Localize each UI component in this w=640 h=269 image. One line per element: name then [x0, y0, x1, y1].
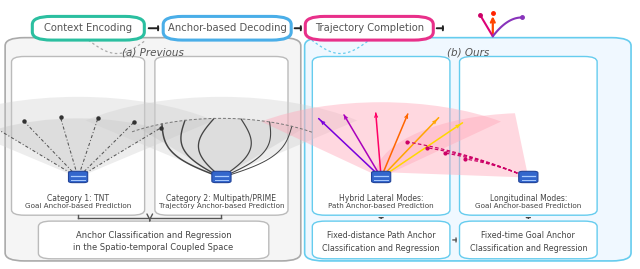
Text: Category 1: TNT: Category 1: TNT [47, 194, 109, 203]
FancyBboxPatch shape [312, 56, 450, 215]
FancyBboxPatch shape [163, 16, 291, 40]
Text: (a) Previous: (a) Previous [122, 47, 184, 58]
Wedge shape [86, 97, 357, 178]
Text: Goal Anchor-based Prediction: Goal Anchor-based Prediction [25, 203, 131, 209]
Wedge shape [375, 113, 529, 178]
Text: Fixed-distance Path Anchor: Fixed-distance Path Anchor [327, 231, 435, 240]
Text: Anchor Classification and Regression: Anchor Classification and Regression [76, 231, 232, 240]
Text: Trajectory Anchor-based Prediction: Trajectory Anchor-based Prediction [159, 203, 284, 209]
Text: Context Encoding: Context Encoding [44, 23, 132, 33]
Text: Hybrid Lateral Modes:: Hybrid Lateral Modes: [339, 194, 424, 203]
FancyBboxPatch shape [68, 171, 88, 183]
Text: Goal Anchor-based Prediction: Goal Anchor-based Prediction [475, 203, 582, 209]
FancyBboxPatch shape [155, 56, 288, 215]
FancyBboxPatch shape [460, 221, 597, 259]
Text: Category 2: Multipath/PRIME: Category 2: Multipath/PRIME [166, 194, 276, 203]
Text: Trajectory Completion: Trajectory Completion [315, 23, 424, 33]
Text: Fixed-time Goal Anchor: Fixed-time Goal Anchor [481, 231, 575, 240]
FancyBboxPatch shape [519, 171, 538, 183]
FancyBboxPatch shape [305, 16, 433, 40]
Text: Path Anchor-based Prediction: Path Anchor-based Prediction [328, 203, 434, 209]
FancyBboxPatch shape [460, 56, 597, 215]
Text: Longitudinal Modes:: Longitudinal Modes: [490, 194, 567, 203]
Text: Anchor-based Decoding: Anchor-based Decoding [168, 23, 287, 33]
Text: (b) Ours: (b) Ours [447, 47, 489, 58]
FancyBboxPatch shape [312, 221, 450, 259]
FancyBboxPatch shape [371, 171, 390, 183]
Wedge shape [261, 102, 501, 178]
FancyBboxPatch shape [12, 56, 145, 215]
Wedge shape [0, 118, 159, 178]
Text: in the Spatio-temporal Coupled Space: in the Spatio-temporal Coupled Space [74, 243, 234, 252]
FancyBboxPatch shape [5, 38, 301, 261]
Text: Classification and Regression: Classification and Regression [470, 244, 587, 253]
FancyBboxPatch shape [33, 16, 145, 40]
Text: Classification and Regression: Classification and Regression [323, 244, 440, 253]
Wedge shape [141, 118, 302, 178]
FancyBboxPatch shape [212, 171, 231, 183]
Wedge shape [0, 97, 214, 178]
FancyBboxPatch shape [38, 221, 269, 259]
FancyBboxPatch shape [305, 38, 631, 261]
